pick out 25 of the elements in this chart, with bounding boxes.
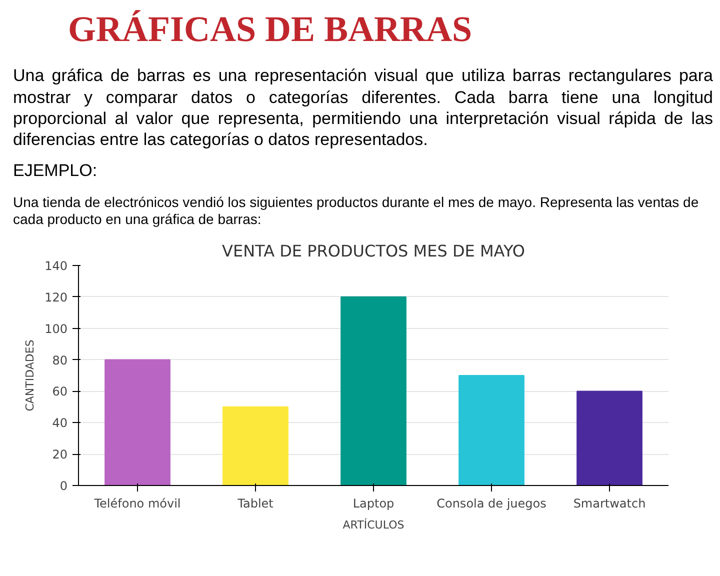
chart-title: GRÁFICAS DE BARRAS — [68, 8, 472, 51]
bar — [104, 358, 170, 486]
bar — [458, 374, 524, 486]
x-tick-label: Smartwatch — [573, 496, 646, 510]
y-tick-label: 40 — [52, 416, 68, 430]
chart-subtitle: VENTA DE PRODUCTOS MES DE MAYO — [222, 241, 525, 260]
y-tick-label: 80 — [52, 352, 68, 367]
bar — [576, 390, 642, 486]
bar — [340, 296, 406, 486]
bar — [222, 406, 288, 486]
x-tick-label: Consola de juegos — [436, 496, 546, 510]
y-tick-label: 100 — [44, 322, 68, 336]
text: Una gráfica de barras es una representación visual que utiliza barras rectangulares para mostrar y comparar datos o categorías diferentes. Cada barra tiene una longitud proporcional al valor que representa, permitiendo una interpretación visual rápida de las diferencias entre las categorías o datos representados. — [13, 65, 713, 150]
x-tick-label: Laptop — [352, 496, 394, 510]
y-tick-label: 120 — [44, 290, 68, 304]
x-tick-label: Teléfono móvil — [93, 496, 181, 510]
y-tick-label: 0 — [60, 478, 68, 493]
y-tick-label: 60 — [52, 384, 68, 398]
text: EJEMPLO: — [13, 160, 98, 182]
x-tick-label: Tablet — [236, 496, 274, 510]
x-axis-title: ARTÍCULOS — [342, 517, 404, 532]
y-tick-label: 20 — [52, 447, 68, 462]
y-axis-title: CANTIDADES — [24, 339, 37, 412]
y-tick-label: 140 — [44, 258, 68, 273]
text: Una tienda de electrónicos vendió los siguientes productos durante el mes de mayo. Representa las ventas de cada producto en una gráfica de barras: — [13, 194, 700, 229]
